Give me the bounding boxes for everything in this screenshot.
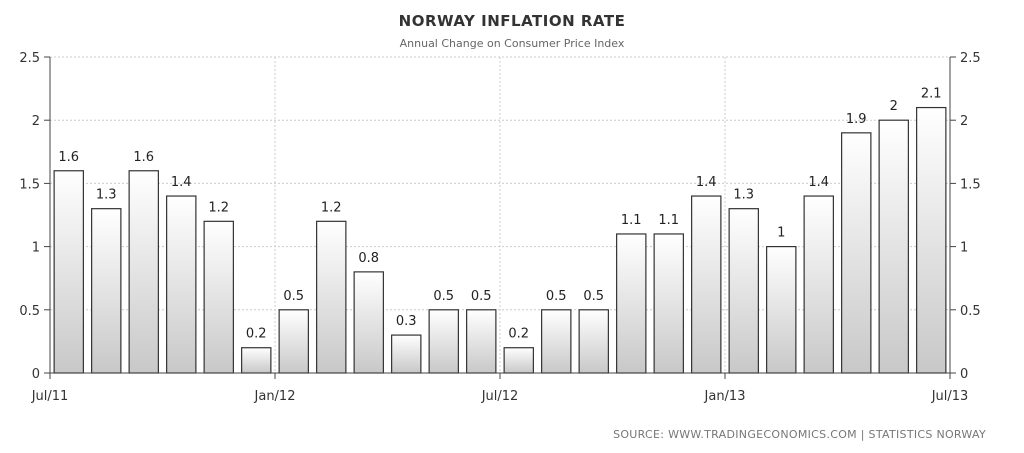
bar [653,233,684,374]
y-tick-label-right: 0.5 [960,304,981,319]
bar-value-label: 1.4 [696,175,717,190]
bar-value-label: 0.5 [433,289,454,304]
bar [503,347,534,374]
bar-value-label: 2 [890,99,898,114]
y-tick-label-right: 2 [960,114,968,129]
bar-value-label: 0.5 [283,289,304,304]
bar-value-label: 0.5 [583,289,604,304]
bar [316,220,347,374]
bar-value-label: 2.1 [921,87,942,102]
y-tick-label-left: 0 [32,367,40,382]
bar-value-label: 1.9 [846,112,867,127]
bar-value-label: 1.2 [208,200,229,215]
bar [466,309,497,374]
labels: 0 0 0.5 0.5 1 1 1.5 1.5 2 2 2.5 2.5 Jul/11 Jan/12 Jul/… [19,51,980,404]
bar [878,119,909,374]
bar-value-label: 1.6 [58,150,79,165]
bar [691,195,722,374]
bar [53,170,84,374]
y-tick-label-left: 2 [32,114,40,129]
chart-source-note: SOURCE: WWW.TRADINGECONOMICS.COM | STATI… [613,428,986,441]
bar [916,106,947,374]
bar [391,334,422,374]
bar [728,208,759,374]
bar [578,309,609,374]
y-tick-label-left: 1.5 [19,177,40,192]
bar-value-label: 1.4 [171,175,192,190]
x-tick-label: Jul/11 [31,389,69,404]
y-tick-label-right: 2.5 [960,51,981,66]
x-tick-label: Jan/13 [704,389,746,404]
bar [766,246,797,374]
chart-subtitle: Annual Change on Consumer Price Index [399,37,625,50]
x-tick-label: Jan/12 [254,389,296,404]
bar-value-label: 1 [777,226,785,241]
bar [353,271,384,374]
bar-value-label: 1.6 [133,150,154,165]
bar-series [53,106,947,374]
bar-value-label: 0.5 [546,289,567,304]
bar-value-label: 1.1 [658,213,679,228]
y-tick-label-left: 2.5 [19,51,40,66]
bar-value-label: 0.8 [358,251,379,266]
bar [91,208,122,374]
bar [166,195,197,374]
grid [50,56,950,373]
bar [241,347,272,374]
bar-value-label: 0.2 [246,327,267,342]
x-tick-label: Jul/13 [931,389,969,404]
bar-value-label: 0.2 [508,327,529,342]
bar [841,132,872,374]
y-tick-label-left: 1 [32,241,40,256]
axes [44,56,956,379]
y-tick-label-right: 0 [960,367,968,382]
bar [616,233,647,374]
bar-value-label: 0.3 [396,314,417,329]
y-tick-label-left: 0.5 [19,304,40,319]
bar-value-label: 1.1 [621,213,642,228]
bar-value-label: 1.4 [808,175,829,190]
bar-value-label: 1.3 [96,188,117,203]
bar [203,220,234,374]
chart-title: NORWAY INFLATION RATE [398,12,626,30]
bar [803,195,834,374]
bar [428,309,459,374]
bar [541,309,572,374]
bar [128,170,159,374]
y-tick-label-right: 1.5 [960,177,981,192]
y-tick-label-right: 1 [960,241,968,256]
bar [278,309,309,374]
x-tick-label: Jul/12 [481,389,519,404]
bar-value-label: 0.5 [471,289,492,304]
bar-value-label: 1.2 [321,200,342,215]
bar-value-label: 1.3 [733,188,754,203]
